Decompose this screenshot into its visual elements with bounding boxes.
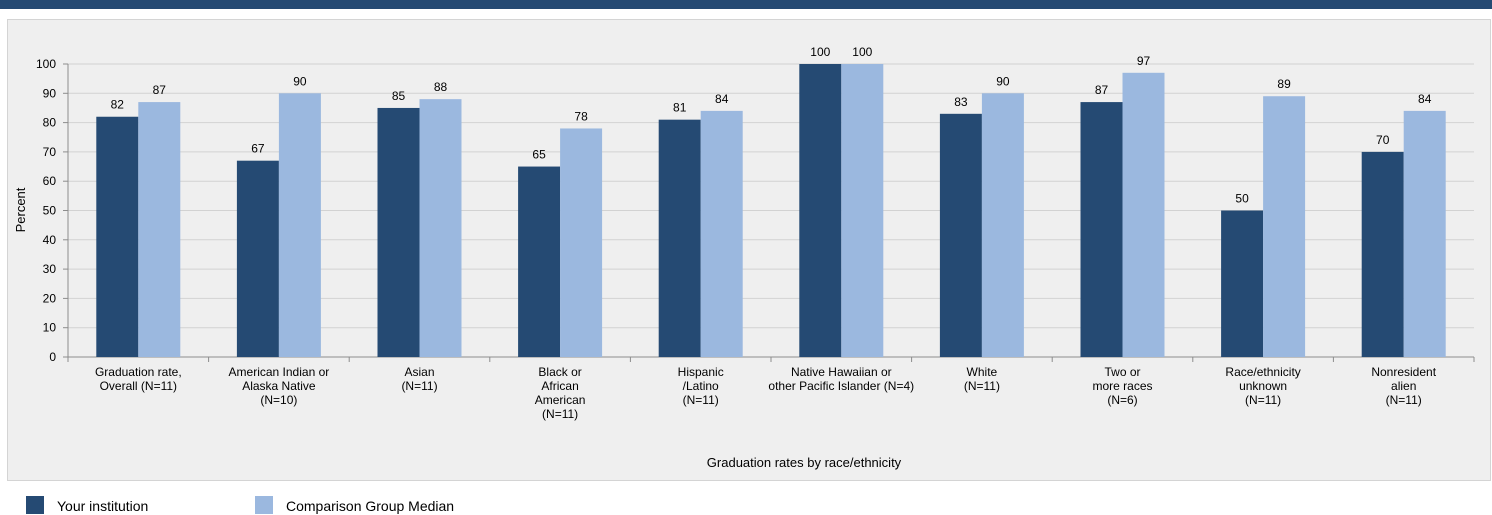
bar-your-institution xyxy=(96,116,139,358)
bar-value-label: 50 xyxy=(1235,192,1249,206)
legend-item-comparison-group-median: Comparison Group Median xyxy=(255,496,454,515)
x-tick-label: Black or African American (N=11) xyxy=(535,365,586,421)
bar-value-label: 67 xyxy=(251,142,265,156)
bar-value-label: 90 xyxy=(293,74,307,88)
bar-your-institution xyxy=(658,119,701,357)
bar-comparison-median xyxy=(700,110,743,357)
bars xyxy=(96,64,1446,358)
bar-your-institution xyxy=(377,107,420,357)
bar-comparison-median xyxy=(560,128,603,357)
bar-comparison-median xyxy=(841,64,884,357)
bar-value-label: 83 xyxy=(954,95,968,109)
bar-value-label: 84 xyxy=(715,92,729,106)
bar-value-label: 89 xyxy=(1277,77,1291,91)
bar-value-label: 81 xyxy=(673,101,687,115)
bar-value-label: 87 xyxy=(153,83,167,97)
x-tick-label: Asian (N=11) xyxy=(401,365,437,393)
y-tick-label: 50 xyxy=(43,204,57,218)
legend: Your institution Comparison Group Median xyxy=(0,496,1492,514)
x-tick-label: White (N=11) xyxy=(964,365,1000,393)
bar-your-institution xyxy=(1080,102,1123,357)
bar-comparison-median xyxy=(278,93,321,358)
bar-value-label: 70 xyxy=(1376,133,1390,147)
data-labels: 82 87 67 90 85 88 65 78 81 84 100 100 83 90 87 97 50 89 70… xyxy=(111,45,1432,206)
bar-comparison-median xyxy=(1403,110,1446,357)
y-tick-label: 80 xyxy=(43,116,57,130)
x-tick-label: Graduation rate, Overall (N=11) xyxy=(95,365,182,393)
bar-value-label: 97 xyxy=(1137,54,1151,68)
x-tick-label: Race/ethnicity unknown (N=11) xyxy=(1225,365,1300,407)
bar-comparison-median xyxy=(138,102,181,357)
y-tick-labels: 0 10 20 30 40 50 60 70 80 90 100 xyxy=(36,57,56,364)
bar-value-label: 78 xyxy=(574,109,588,123)
bar-value-label: 100 xyxy=(810,45,830,59)
bar-your-institution xyxy=(1221,210,1264,357)
y-axis-label: Percent xyxy=(13,187,28,232)
x-tick-label: Hispanic/Latino (N=11) xyxy=(678,365,724,407)
y-tick-label: 100 xyxy=(36,57,56,71)
bar-value-label: 85 xyxy=(392,89,406,103)
bar-value-label: 100 xyxy=(852,45,872,59)
legend-swatch-comparison-group-median xyxy=(255,496,273,514)
bar-value-label: 84 xyxy=(1418,92,1432,106)
bar-comparison-median xyxy=(1122,72,1165,357)
x-tick-label: Native Hawaiian or other Pacific Islander… xyxy=(768,365,914,393)
bar-value-label: 82 xyxy=(111,98,125,112)
bar-value-label: 65 xyxy=(532,148,546,162)
bar-your-institution xyxy=(939,113,982,357)
bar-your-institution xyxy=(518,166,561,357)
bar-comparison-median xyxy=(419,99,462,357)
legend-swatch-your-institution xyxy=(26,496,44,514)
y-tick-label: 90 xyxy=(43,86,57,100)
y-tick-label: 0 xyxy=(49,350,56,364)
x-tick-labels: Graduation rate, Overall (N=11) American I… xyxy=(95,365,1437,421)
bar-value-label: 90 xyxy=(996,74,1010,88)
top-accent-bar xyxy=(0,0,1492,9)
legend-item-your-institution: Your institution xyxy=(26,496,148,515)
y-tick-label: 10 xyxy=(43,321,57,335)
bar-your-institution xyxy=(236,160,279,357)
bar-value-label: 88 xyxy=(434,80,448,94)
y-tick-label: 40 xyxy=(43,233,57,247)
y-tick-label: 70 xyxy=(43,145,57,159)
y-tick-label: 20 xyxy=(43,291,57,305)
x-tick-label: Two or more races (N=6) xyxy=(1092,365,1152,407)
bar-value-label: 87 xyxy=(1095,83,1109,97)
y-tick-label: 60 xyxy=(43,174,57,188)
bar-comparison-median xyxy=(981,93,1024,358)
bar-your-institution xyxy=(1361,151,1404,357)
bar-comparison-median xyxy=(1263,96,1306,357)
y-tick-label: 30 xyxy=(43,262,57,276)
bar-your-institution xyxy=(799,64,842,357)
x-axis-label: Graduation rates by race/ethnicity xyxy=(707,455,902,470)
x-tick-label: Nonresident alien (N=11) xyxy=(1371,365,1436,407)
x-tick-label: American Indian or Alaska Native (N=10) xyxy=(229,365,330,407)
legend-label-comparison-group-median: Comparison Group Median xyxy=(286,498,455,514)
legend-label-your-institution: Your institution xyxy=(57,498,149,514)
